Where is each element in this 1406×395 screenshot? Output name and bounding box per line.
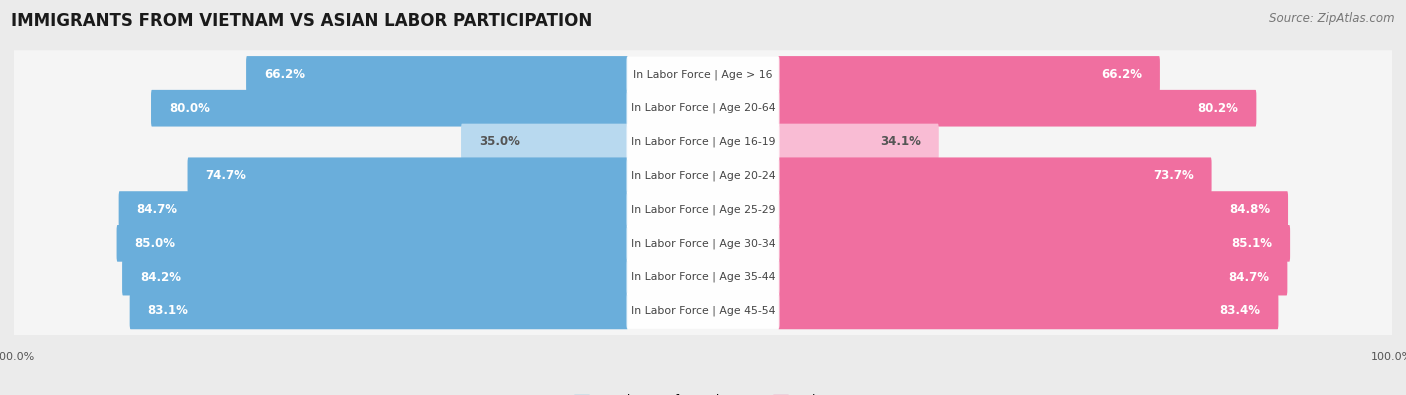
Text: 85.0%: 85.0% — [135, 237, 176, 250]
FancyBboxPatch shape — [778, 158, 1212, 194]
FancyBboxPatch shape — [13, 84, 1393, 132]
FancyBboxPatch shape — [13, 50, 1393, 99]
Text: In Labor Force | Age 16-19: In Labor Force | Age 16-19 — [631, 137, 775, 147]
FancyBboxPatch shape — [13, 253, 1393, 301]
Text: In Labor Force | Age 45-54: In Labor Force | Age 45-54 — [631, 306, 775, 316]
FancyBboxPatch shape — [778, 90, 1257, 126]
FancyBboxPatch shape — [187, 158, 628, 194]
Text: 66.2%: 66.2% — [1101, 68, 1142, 81]
FancyBboxPatch shape — [627, 293, 779, 329]
FancyBboxPatch shape — [778, 191, 1288, 228]
FancyBboxPatch shape — [778, 293, 1278, 329]
Text: IMMIGRANTS FROM VIETNAM VS ASIAN LABOR PARTICIPATION: IMMIGRANTS FROM VIETNAM VS ASIAN LABOR P… — [11, 12, 592, 30]
Text: 83.1%: 83.1% — [148, 305, 188, 318]
Text: 84.8%: 84.8% — [1229, 203, 1270, 216]
FancyBboxPatch shape — [13, 287, 1393, 335]
FancyBboxPatch shape — [627, 259, 779, 295]
Text: 80.0%: 80.0% — [169, 102, 209, 115]
FancyBboxPatch shape — [778, 259, 1288, 295]
FancyBboxPatch shape — [627, 124, 779, 160]
FancyBboxPatch shape — [778, 56, 1160, 93]
Text: 74.7%: 74.7% — [205, 169, 246, 182]
Text: 34.1%: 34.1% — [880, 135, 921, 149]
FancyBboxPatch shape — [627, 90, 779, 126]
Text: In Labor Force | Age 35-44: In Labor Force | Age 35-44 — [631, 272, 775, 282]
Text: 84.7%: 84.7% — [1229, 271, 1270, 284]
FancyBboxPatch shape — [627, 56, 779, 92]
FancyBboxPatch shape — [129, 293, 628, 329]
Text: 80.2%: 80.2% — [1198, 102, 1239, 115]
FancyBboxPatch shape — [118, 191, 628, 228]
FancyBboxPatch shape — [778, 124, 939, 160]
Text: Source: ZipAtlas.com: Source: ZipAtlas.com — [1270, 12, 1395, 25]
FancyBboxPatch shape — [778, 225, 1291, 262]
FancyBboxPatch shape — [627, 158, 779, 194]
Text: 85.1%: 85.1% — [1232, 237, 1272, 250]
Text: In Labor Force | Age 20-24: In Labor Force | Age 20-24 — [631, 171, 775, 181]
FancyBboxPatch shape — [627, 192, 779, 228]
Text: 83.4%: 83.4% — [1219, 305, 1260, 318]
FancyBboxPatch shape — [246, 56, 628, 93]
Text: 84.2%: 84.2% — [141, 271, 181, 284]
FancyBboxPatch shape — [13, 118, 1393, 166]
Text: In Labor Force | Age 30-34: In Labor Force | Age 30-34 — [631, 238, 775, 248]
Text: 66.2%: 66.2% — [264, 68, 305, 81]
FancyBboxPatch shape — [461, 124, 628, 160]
Legend: Immigrants from Vietnam, Asian: Immigrants from Vietnam, Asian — [574, 394, 832, 395]
FancyBboxPatch shape — [13, 219, 1393, 267]
FancyBboxPatch shape — [122, 259, 628, 295]
Text: In Labor Force | Age > 16: In Labor Force | Age > 16 — [633, 69, 773, 80]
Text: 73.7%: 73.7% — [1153, 169, 1194, 182]
Text: In Labor Force | Age 20-64: In Labor Force | Age 20-64 — [631, 103, 775, 113]
FancyBboxPatch shape — [13, 152, 1393, 200]
FancyBboxPatch shape — [13, 185, 1393, 234]
FancyBboxPatch shape — [627, 226, 779, 261]
Text: In Labor Force | Age 25-29: In Labor Force | Age 25-29 — [631, 204, 775, 215]
FancyBboxPatch shape — [150, 90, 628, 126]
Text: 84.7%: 84.7% — [136, 203, 177, 216]
FancyBboxPatch shape — [117, 225, 628, 262]
Text: 35.0%: 35.0% — [479, 135, 520, 149]
